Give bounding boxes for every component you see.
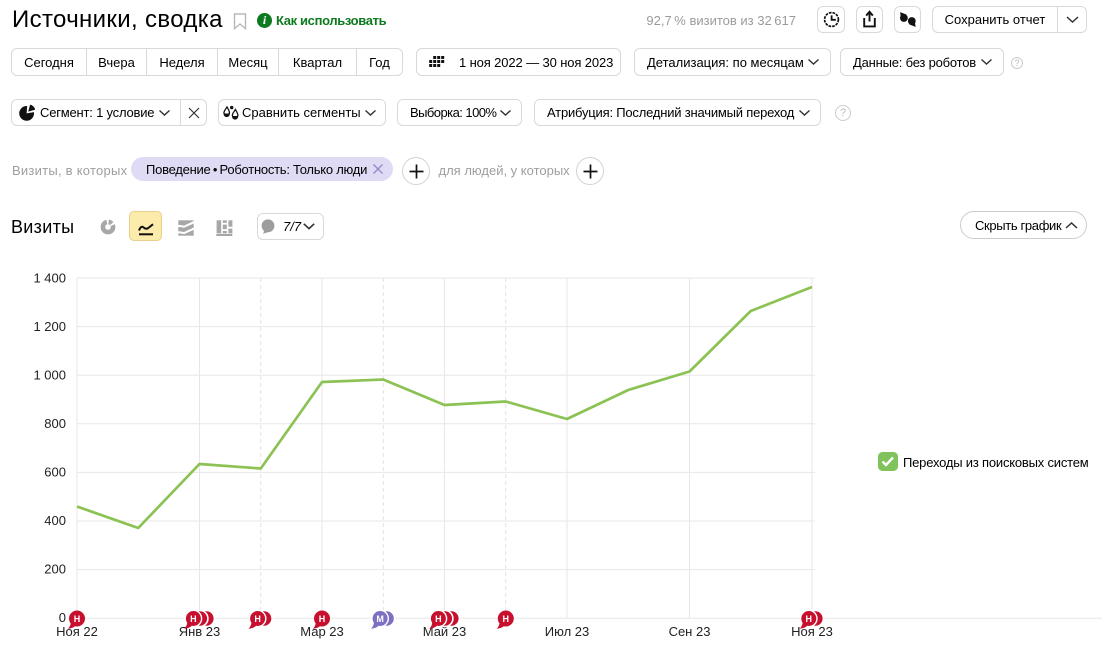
svg-text:Н: Н [503,614,510,624]
svg-text:Сен 23: Сен 23 [669,624,711,639]
svg-text:800: 800 [44,416,66,431]
svg-text:Янв 23: Янв 23 [179,624,221,639]
svg-text:Мар 23: Мар 23 [300,624,344,639]
svg-text:Н: Н [74,614,81,624]
svg-text:Ноя 22: Ноя 22 [56,624,98,639]
svg-text:М: М [376,614,384,624]
svg-text:Июл 23: Июл 23 [545,624,589,639]
svg-text:400: 400 [44,513,66,528]
svg-text:0: 0 [59,610,66,625]
svg-text:1 200: 1 200 [33,319,66,334]
svg-text:Н: Н [806,614,813,624]
svg-text:Н: Н [254,614,261,624]
svg-text:Н: Н [190,614,197,624]
svg-text:Н: Н [435,614,442,624]
svg-text:Н: Н [319,614,326,624]
svg-text:1 000: 1 000 [33,368,66,383]
svg-text:200: 200 [44,562,66,577]
svg-text:1 400: 1 400 [33,271,66,286]
svg-text:600: 600 [44,465,66,480]
